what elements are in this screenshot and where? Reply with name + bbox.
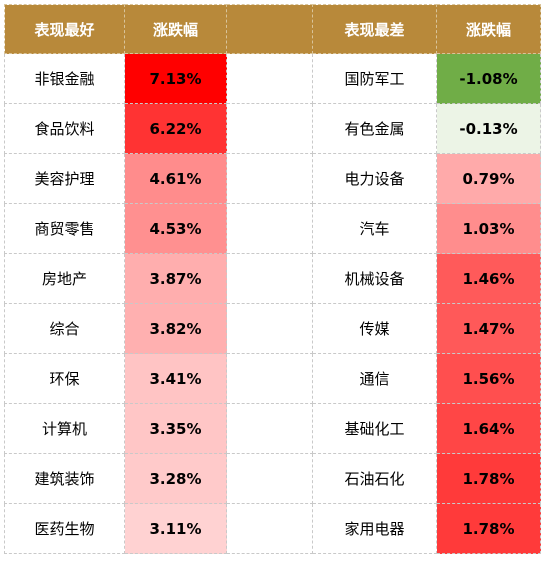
worst-sector-change: 1.03%: [436, 203, 541, 254]
best-sector-change: 4.53%: [124, 203, 227, 254]
best-sector-change: 3.11%: [124, 503, 227, 554]
worst-sector-name: 家用电器: [312, 503, 437, 554]
worst-sector-name: 通信: [312, 353, 437, 404]
worst-sector-name: 机械设备: [312, 253, 437, 304]
worst-sector-change: -1.08%: [436, 53, 541, 104]
row-spacer: [226, 253, 313, 304]
table-row: 非银金融 7.13% 国防军工 -1.08%: [4, 53, 541, 104]
worst-performers-header: 表现最差: [312, 4, 437, 54]
worst-sector-name: 传媒: [312, 303, 437, 354]
row-spacer: [226, 403, 313, 454]
worst-sector-change: 1.64%: [436, 403, 541, 454]
best-sector-change: 4.61%: [124, 153, 227, 204]
table-row: 建筑装饰 3.28% 石油石化 1.78%: [4, 453, 541, 504]
best-performers-header: 表现最好: [4, 4, 125, 54]
best-sector-name: 综合: [4, 303, 125, 354]
worst-sector-name: 汽车: [312, 203, 437, 254]
best-sector-change: 3.41%: [124, 353, 227, 404]
best-sector-name: 医药生物: [4, 503, 125, 554]
worst-sector-change: 1.56%: [436, 353, 541, 404]
best-sector-change: 7.13%: [124, 53, 227, 104]
worst-sector-name: 电力设备: [312, 153, 437, 204]
best-sector-change: 3.82%: [124, 303, 227, 354]
row-spacer: [226, 303, 313, 354]
best-sector-change: 6.22%: [124, 103, 227, 154]
worst-sector-change: -0.13%: [436, 103, 541, 154]
table-row: 房地产 3.87% 机械设备 1.46%: [4, 253, 541, 304]
worst-sector-name: 基础化工: [312, 403, 437, 454]
best-sector-change: 3.28%: [124, 453, 227, 504]
table-row: 食品饮料 6.22% 有色金属 -0.13%: [4, 103, 541, 154]
worst-sector-change: 1.78%: [436, 503, 541, 554]
row-spacer: [226, 103, 313, 154]
table-row: 医药生物 3.11% 家用电器 1.78%: [4, 503, 541, 554]
table-header-row: 表现最好 涨跌幅 表现最差 涨跌幅: [4, 4, 541, 54]
table-row: 环保 3.41% 通信 1.56%: [4, 353, 541, 404]
worst-sector-name: 石油石化: [312, 453, 437, 504]
best-sector-name: 食品饮料: [4, 103, 125, 154]
worst-sector-change: 1.46%: [436, 253, 541, 304]
table-row: 美容护理 4.61% 电力设备 0.79%: [4, 153, 541, 204]
table-row: 计算机 3.35% 基础化工 1.64%: [4, 403, 541, 454]
row-spacer: [226, 203, 313, 254]
best-sector-name: 美容护理: [4, 153, 125, 204]
table-body: 非银金融 7.13% 国防军工 -1.08% 食品饮料 6.22% 有色金属 -0.13% 美容…: [4, 53, 541, 554]
row-spacer: [226, 453, 313, 504]
best-change-header: 涨跌幅: [124, 4, 227, 54]
worst-sector-name: 国防军工: [312, 53, 437, 104]
row-spacer: [226, 353, 313, 404]
best-sector-change: 3.87%: [124, 253, 227, 304]
row-spacer: [226, 53, 313, 104]
best-sector-name: 非银金融: [4, 53, 125, 104]
sector-performance-table: 表现最好 涨跌幅 表现最差 涨跌幅 非银金融 7.13% 国防军工 -1.08% 食品饮…: [4, 4, 541, 554]
worst-sector-change: 1.78%: [436, 453, 541, 504]
table-row: 综合 3.82% 传媒 1.47%: [4, 303, 541, 354]
best-sector-name: 房地产: [4, 253, 125, 304]
table-row: 商贸零售 4.53% 汽车 1.03%: [4, 203, 541, 254]
header-spacer: [226, 4, 313, 54]
row-spacer: [226, 153, 313, 204]
worst-sector-change: 1.47%: [436, 303, 541, 354]
best-sector-name: 环保: [4, 353, 125, 404]
best-sector-name: 建筑装饰: [4, 453, 125, 504]
worst-change-header: 涨跌幅: [436, 4, 541, 54]
worst-sector-change: 0.79%: [436, 153, 541, 204]
row-spacer: [226, 503, 313, 554]
best-sector-change: 3.35%: [124, 403, 227, 454]
best-sector-name: 商贸零售: [4, 203, 125, 254]
best-sector-name: 计算机: [4, 403, 125, 454]
worst-sector-name: 有色金属: [312, 103, 437, 154]
